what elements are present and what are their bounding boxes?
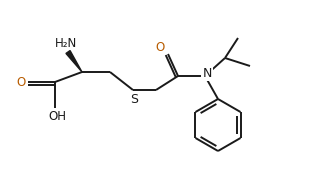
Text: N: N xyxy=(202,66,212,80)
Text: S: S xyxy=(130,93,138,105)
Text: OH: OH xyxy=(48,111,66,123)
Polygon shape xyxy=(66,51,82,72)
Text: H₂N: H₂N xyxy=(55,37,77,50)
Text: O: O xyxy=(156,40,165,53)
Text: O: O xyxy=(16,75,26,89)
